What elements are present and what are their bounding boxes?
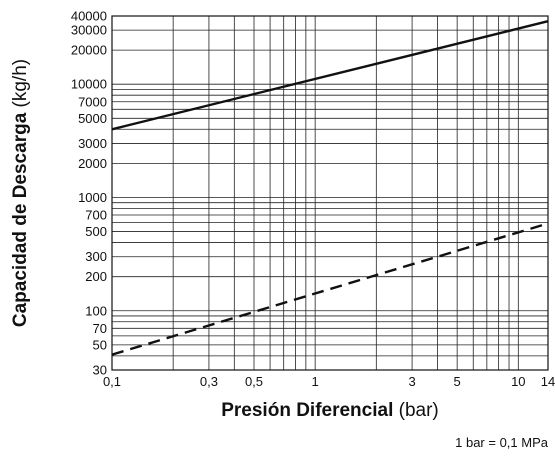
y-tick-label: 30 [93,363,107,378]
x-tick-label: 0,1 [103,374,121,389]
unit-conversion-note: 1 bar = 0,1 MPa [455,435,549,450]
y-tick-label: 5000 [78,111,107,126]
y-tick-label: 40000 [71,9,107,24]
x-tick-label: 5 [454,374,461,389]
x-axis-title-bold: Presión Diferencial [221,400,393,421]
x-axis-title-unit: (bar) [393,400,438,421]
y-tick-label: 70 [93,321,107,336]
series-line-solid [111,20,549,131]
y-tick-label: 200 [85,269,107,284]
y-tick-label: 30000 [71,23,107,38]
y-tick-label: 700 [85,208,107,223]
x-tick-label: 10 [511,374,525,389]
y-tick-label: 100 [85,303,107,318]
y-axis-title-bold: Capacidad de Descarga [10,112,31,327]
x-tick-label: 0,3 [200,374,218,389]
plot-frame [111,15,549,371]
series-layer [111,20,549,356]
x-tick-labels: 0,1 0,3 0,5 1 3 5 10 14 [103,374,555,389]
x-tick-label: 0,5 [245,374,263,389]
series-line-dashed [111,222,549,356]
y-tick-label: 1000 [78,190,107,205]
y-tick-label: 7000 [78,94,107,109]
x-tick-label: 14 [541,374,555,389]
x-axis-title: Presión Diferencial (bar) [221,400,439,421]
y-axis-title-unit: (kg/h) [10,59,31,113]
x-tick-label: 1 [312,374,319,389]
y-tick-label: 3000 [78,136,107,151]
y-tick-label: 10000 [71,77,107,92]
y-tick-label: 50 [93,337,107,352]
y-tick-label: 300 [85,249,107,264]
x-tick-label: 3 [408,374,415,389]
y-axis-title: Capacidad de Descarga (kg/h) [10,59,31,327]
y-tick-label: 20000 [71,43,107,58]
grid-layer [111,15,549,371]
y-tick-label: 2000 [78,156,107,171]
y-tick-label: 500 [85,224,107,239]
